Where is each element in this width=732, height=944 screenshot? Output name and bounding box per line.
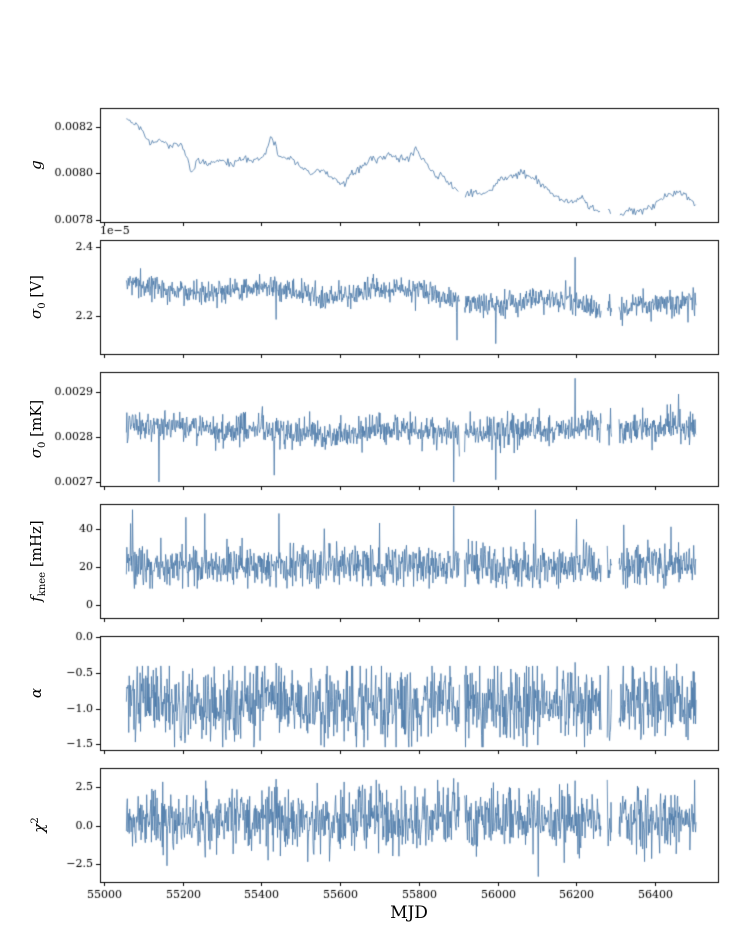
ylabel-part: σ [27,448,45,459]
ylabel-part: 2 [30,817,41,824]
ylabel-part: α [27,687,45,699]
ylabel-part: χ [30,823,48,833]
ylabel-part: 0 [37,441,48,449]
ylabel-part: g [27,160,45,170]
ylabel-part: [mK] [27,399,45,442]
y-axis-label-5: χ2 [25,725,48,925]
ylabel-part: [mHz] [27,520,45,572]
ylabel-part: [V] [27,275,45,303]
ylabel-part: 0 [37,302,48,309]
x-axis-label: MJD [390,903,428,923]
ylabel-part: σ [27,308,45,319]
